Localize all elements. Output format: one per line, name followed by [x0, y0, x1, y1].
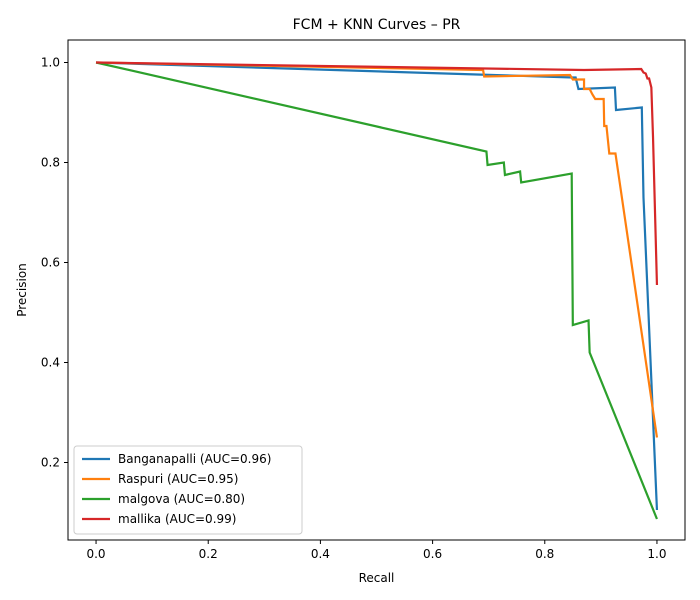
- x-tick-label: 1.0: [647, 547, 666, 561]
- legend: Banganapalli (AUC=0.96) Raspuri (AUC=0.95…: [73, 445, 303, 535]
- series-line-2: [95, 61, 658, 520]
- legend-box: [73, 445, 303, 535]
- y-axis-label: Precision: [15, 263, 29, 317]
- y-tick-label: 1.0: [41, 56, 60, 70]
- axes-frame: [67, 39, 686, 541]
- series-line-1: [96, 61, 659, 438]
- y-tick-label: 0.6: [41, 256, 60, 270]
- y-tick-label: 0.4: [41, 356, 60, 370]
- x-tick-label: 0.8: [535, 547, 554, 561]
- x-axis-label: Recall: [359, 571, 395, 585]
- y-tick-label: 0.8: [41, 156, 60, 170]
- axes: 0.0 0.2 0.4 0.6 0.8 1.0 0.2 0.4 0.6 0.8 1.0: [41, 39, 686, 561]
- plot-lines: [95, 61, 659, 520]
- legend-label-3: mallika (AUC=0.99): [118, 512, 236, 526]
- legend-label-0: Banganapalli (AUC=0.96): [118, 452, 271, 466]
- chart-title: FCM + KNN Curves – PR: [293, 17, 461, 33]
- x-tick-label: 0.2: [199, 547, 218, 561]
- legend-label-1: Raspuri (AUC=0.95): [118, 472, 239, 486]
- x-tick-label: 0.0: [86, 547, 105, 561]
- y-tick-label: 0.2: [41, 456, 60, 470]
- x-tick-label: 0.4: [311, 547, 330, 561]
- x-tick-label: 0.6: [423, 547, 442, 561]
- legend-label-2: malgova (AUC=0.80): [118, 492, 245, 506]
- series-line-3: [96, 61, 659, 286]
- series-line-0: [96, 61, 659, 511]
